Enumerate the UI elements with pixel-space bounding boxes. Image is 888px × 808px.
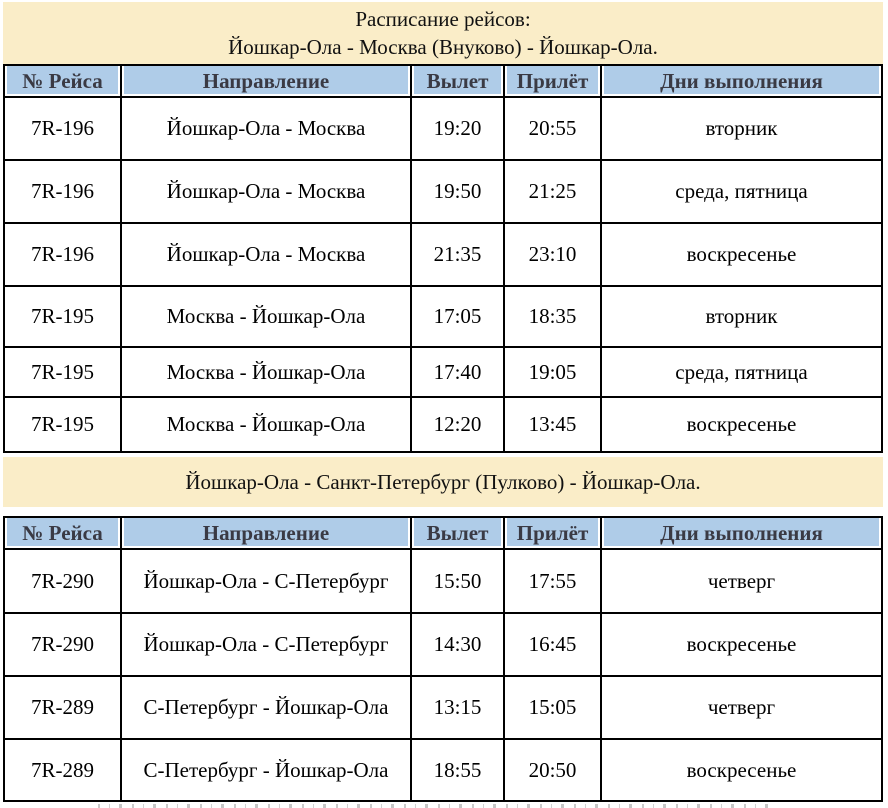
arrival-cell: 13:45 xyxy=(503,396,602,453)
arrival-cell: 18:35 xyxy=(503,285,602,348)
days-cell: среда, пятница xyxy=(600,159,883,224)
flight-number-cell: 7R-196 xyxy=(3,159,122,224)
flight-number-cell: 7R-195 xyxy=(3,346,122,398)
flight-number-cell: 7R-289 xyxy=(3,738,122,802)
col-header-days: Дни выполнения xyxy=(600,516,883,550)
days-cell: воскресенье xyxy=(600,222,883,287)
col-header-arrival: Прилёт xyxy=(503,516,602,550)
route-cell: С-Петербург - Йошкар-Ола xyxy=(120,675,412,740)
departure-cell: 18:55 xyxy=(410,738,505,802)
col-header-departure: Вылет xyxy=(410,64,505,98)
departure-cell: 19:20 xyxy=(410,96,505,161)
schedule-title: Расписание рейсов: xyxy=(355,7,531,31)
departure-cell: 19:50 xyxy=(410,159,505,224)
days-cell: воскресенье xyxy=(600,612,883,677)
departure-cell: 17:05 xyxy=(410,285,505,348)
col-header-direction: Направление xyxy=(120,516,412,550)
days-cell: четверг xyxy=(600,548,883,614)
route-cell: С-Петербург - Йошкар-Ола xyxy=(120,738,412,802)
spb-route-subtitle: Йошкар-Ола - Санкт-Петербург (Пулково) -… xyxy=(185,469,701,494)
moscow-schedule-table: № Рейса Направление Вылет Прилёт Дни вып… xyxy=(3,64,883,453)
flight-number-cell: 7R-290 xyxy=(3,612,122,677)
route-cell: Йошкар-Ола - С-Петербург xyxy=(120,548,412,614)
cutoff-text-sliver xyxy=(98,804,768,808)
days-cell: вторник xyxy=(600,96,883,161)
table-row: 7R-289 С-Петербург - Йошкар-Ола 13:15 15… xyxy=(3,675,883,740)
schedule-header-spb: Йошкар-Ола - Санкт-Петербург (Пулково) -… xyxy=(3,457,883,507)
schedule-header-moscow: Расписание рейсов: Йошкар-Ола - Москва (… xyxy=(3,2,883,64)
table-row: 7R-290 Йошкар-Ола - С-Петербург 15:50 17… xyxy=(3,548,883,614)
table-header-row: № Рейса Направление Вылет Прилёт Дни вып… xyxy=(3,64,883,98)
days-cell: вторник xyxy=(600,285,883,348)
table-row: 7R-196 Йошкар-Ола - Москва 19:20 20:55 в… xyxy=(3,96,883,161)
col-header-days: Дни выполнения xyxy=(600,64,883,98)
arrival-cell: 17:55 xyxy=(503,548,602,614)
col-header-flight: № Рейса xyxy=(3,516,122,550)
route-cell: Йошкар-Ола - Москва xyxy=(120,96,412,161)
table-row: 7R-196 Йошкар-Ола - Москва 21:35 23:10 в… xyxy=(3,222,883,287)
flight-number-cell: 7R-195 xyxy=(3,285,122,348)
arrival-cell: 15:05 xyxy=(503,675,602,740)
moscow-route-subtitle: Йошкар-Ола - Москва (Внуково) - Йошкар-О… xyxy=(228,35,658,59)
days-cell: четверг xyxy=(600,675,883,740)
arrival-cell: 20:55 xyxy=(503,96,602,161)
table-row: 7R-195 Москва - Йошкар-Ола 17:40 19:05 с… xyxy=(3,346,883,398)
col-header-arrival: Прилёт xyxy=(503,64,602,98)
departure-cell: 21:35 xyxy=(410,222,505,287)
departure-cell: 12:20 xyxy=(410,396,505,453)
arrival-cell: 21:25 xyxy=(503,159,602,224)
arrival-cell: 19:05 xyxy=(503,346,602,398)
table-header-row: № Рейса Направление Вылет Прилёт Дни вып… xyxy=(3,516,883,550)
route-cell: Йошкар-Ола - С-Петербург xyxy=(120,612,412,677)
table-row: 7R-289 С-Петербург - Йошкар-Ола 18:55 20… xyxy=(3,738,883,802)
flight-number-cell: 7R-196 xyxy=(3,96,122,161)
flight-number-cell: 7R-290 xyxy=(3,548,122,614)
route-cell: Москва - Йошкар-Ола xyxy=(120,346,412,398)
route-cell: Москва - Йошкар-Ола xyxy=(120,285,412,348)
table-row: 7R-195 Москва - Йошкар-Ола 17:05 18:35 в… xyxy=(3,285,883,348)
arrival-cell: 23:10 xyxy=(503,222,602,287)
days-cell: среда, пятница xyxy=(600,346,883,398)
flight-number-cell: 7R-195 xyxy=(3,396,122,453)
departure-cell: 14:30 xyxy=(410,612,505,677)
col-header-direction: Направление xyxy=(120,64,412,98)
route-cell: Йошкар-Ола - Москва xyxy=(120,159,412,224)
arrival-cell: 16:45 xyxy=(503,612,602,677)
table-row: 7R-290 Йошкар-Ола - С-Петербург 14:30 16… xyxy=(3,612,883,677)
flight-number-cell: 7R-289 xyxy=(3,675,122,740)
spb-schedule-table: № Рейса Направление Вылет Прилёт Дни вып… xyxy=(3,516,883,802)
days-cell: воскресенье xyxy=(600,396,883,453)
arrival-cell: 20:50 xyxy=(503,738,602,802)
departure-cell: 17:40 xyxy=(410,346,505,398)
days-cell: воскресенье xyxy=(600,738,883,802)
route-cell: Йошкар-Ола - Москва xyxy=(120,222,412,287)
departure-cell: 13:15 xyxy=(410,675,505,740)
departure-cell: 15:50 xyxy=(410,548,505,614)
route-cell: Москва - Йошкар-Ола xyxy=(120,396,412,453)
table-row: 7R-195 Москва - Йошкар-Ола 12:20 13:45 в… xyxy=(3,396,883,453)
table-row: 7R-196 Йошкар-Ола - Москва 19:50 21:25 с… xyxy=(3,159,883,224)
flight-number-cell: 7R-196 xyxy=(3,222,122,287)
col-header-departure: Вылет xyxy=(410,516,505,550)
col-header-flight: № Рейса xyxy=(3,64,122,98)
